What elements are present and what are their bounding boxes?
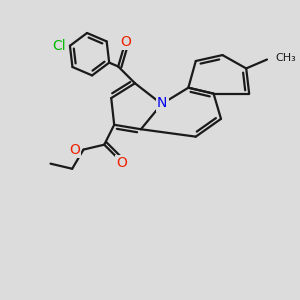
Text: O: O [69,142,80,157]
Text: O: O [120,34,131,49]
Text: N: N [157,96,167,110]
Text: Cl: Cl [52,39,65,53]
Text: CH₃: CH₃ [275,53,296,63]
Text: O: O [116,156,127,170]
